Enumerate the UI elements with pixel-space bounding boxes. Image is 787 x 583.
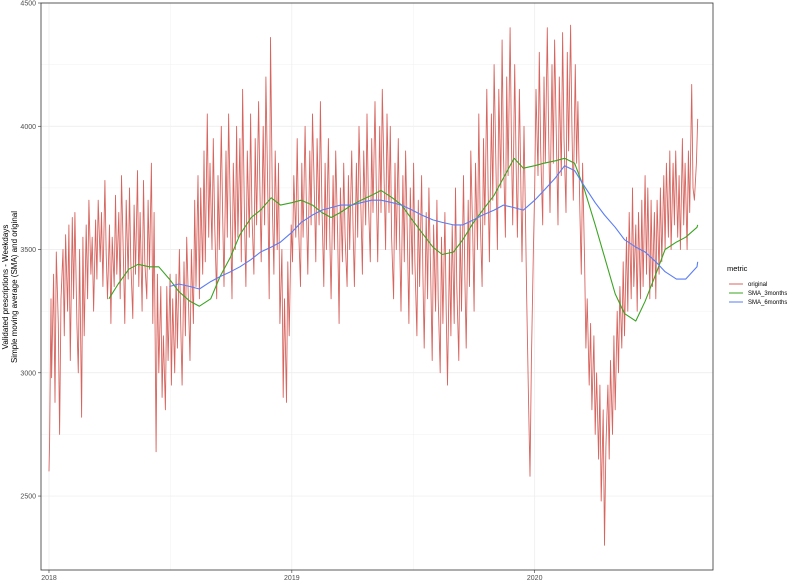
series-line-original [48, 24, 699, 546]
y-axis-title-line1: Validated prescriptions - Weekdays [1, 225, 10, 350]
y-tick-label: 3000 [20, 370, 36, 377]
panel-border [40, 2, 714, 571]
x-tick-label: 2019 [284, 575, 300, 582]
series-line-sma-3months [108, 157, 699, 322]
legend-label: SMA_3months [748, 291, 787, 297]
legend-label: SMA_6months [748, 300, 787, 306]
x-axis: 2018 2019 2020 [41, 570, 543, 582]
y-tick-label: 4000 [20, 124, 36, 131]
legend: metric original SMA_3months SMA_6months [727, 264, 787, 306]
series-line-sma-6months [169, 165, 699, 290]
y-tick-label: 4500 [20, 1, 36, 8]
y-axis: 2500 3000 3500 4000 4500 [20, 1, 41, 501]
legend-label: original [748, 282, 767, 288]
y-tick-label: 3500 [20, 247, 36, 254]
legend-title: metric [727, 264, 748, 273]
series-lines [48, 24, 699, 546]
x-tick-label: 2020 [527, 575, 543, 582]
y-tick-label: 2500 [20, 494, 36, 501]
y-axis-title-line2: Simple moving average (SMA) and original [10, 211, 19, 363]
y-axis-title: Validated prescriptions - Weekdays Simpl… [1, 211, 19, 363]
x-tick-label: 2018 [41, 575, 57, 582]
